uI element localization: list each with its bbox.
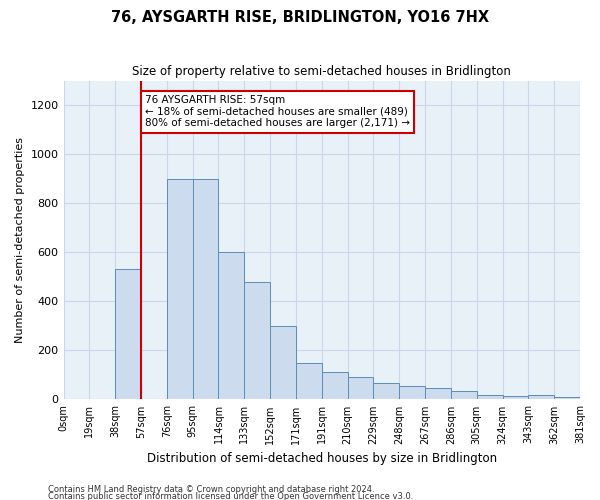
Text: Contains HM Land Registry data © Crown copyright and database right 2024.: Contains HM Land Registry data © Crown c… xyxy=(48,486,374,494)
Y-axis label: Number of semi-detached properties: Number of semi-detached properties xyxy=(15,137,25,343)
Bar xyxy=(451,391,477,400)
Bar xyxy=(554,397,580,400)
Bar xyxy=(477,394,503,400)
Bar xyxy=(529,394,554,400)
Bar xyxy=(244,282,270,400)
Bar xyxy=(373,384,399,400)
Text: Contains public sector information licensed under the Open Government Licence v3: Contains public sector information licen… xyxy=(48,492,413,500)
Bar xyxy=(347,378,373,400)
X-axis label: Distribution of semi-detached houses by size in Bridlington: Distribution of semi-detached houses by … xyxy=(147,452,497,465)
Text: 76 AYSGARTH RISE: 57sqm
← 18% of semi-detached houses are smaller (489)
80% of s: 76 AYSGARTH RISE: 57sqm ← 18% of semi-de… xyxy=(145,96,410,128)
Bar xyxy=(115,270,141,400)
Title: Size of property relative to semi-detached houses in Bridlington: Size of property relative to semi-detach… xyxy=(133,65,511,78)
Text: 76, AYSGARTH RISE, BRIDLINGTON, YO16 7HX: 76, AYSGARTH RISE, BRIDLINGTON, YO16 7HX xyxy=(111,10,489,25)
Bar xyxy=(167,178,193,400)
Bar xyxy=(322,372,347,400)
Bar xyxy=(503,396,529,400)
Bar xyxy=(425,388,451,400)
Bar xyxy=(193,178,218,400)
Bar xyxy=(270,326,296,400)
Bar xyxy=(399,386,425,400)
Bar xyxy=(296,362,322,400)
Bar xyxy=(218,252,244,400)
